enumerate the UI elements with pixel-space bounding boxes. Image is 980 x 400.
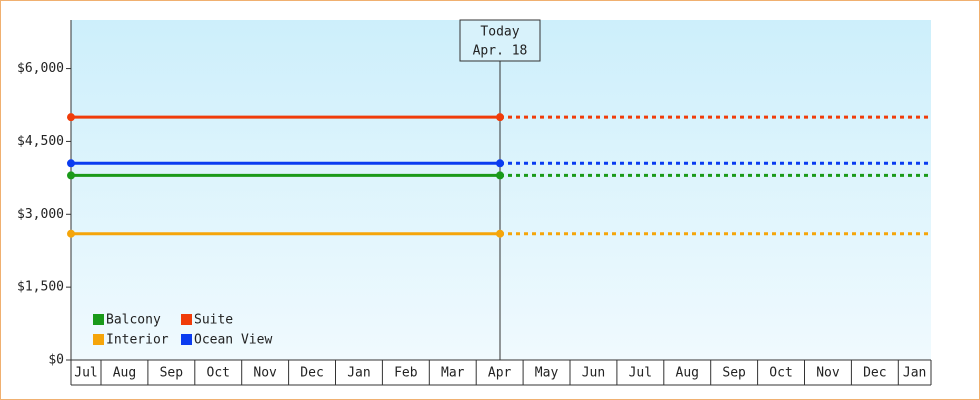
today-label: Today: [480, 25, 519, 40]
y-tick-label: $0: [48, 353, 64, 368]
x-tick-label: Dec: [863, 366, 886, 381]
x-tick-label: Oct: [769, 366, 792, 381]
x-tick-label: Apr: [488, 366, 512, 381]
legend-label: Balcony: [106, 313, 161, 328]
series-point: [67, 159, 75, 168]
series-point: [67, 229, 75, 238]
x-tick-label: Jul: [74, 366, 97, 381]
legend-label: Suite: [194, 313, 233, 328]
series-point: [496, 113, 504, 122]
y-tick-label: $6,000: [17, 61, 64, 76]
x-tick-label: Feb: [394, 366, 418, 381]
x-tick-label: Mar: [441, 366, 465, 381]
y-tick-label: $4,500: [17, 134, 64, 149]
today-label: Apr. 18: [473, 44, 528, 59]
x-tick-label: Aug: [113, 366, 136, 381]
x-tick-label: Jan: [903, 366, 926, 381]
legend-swatch: [181, 334, 192, 345]
x-tick-label: Sep: [160, 366, 184, 381]
y-tick-label: $3,000: [17, 207, 64, 222]
plot-area: [71, 20, 931, 360]
series-point: [67, 171, 75, 180]
series-point: [496, 171, 504, 180]
legend-label: Ocean View: [194, 333, 272, 348]
x-tick-label: Nov: [816, 366, 840, 381]
x-tick-label: Dec: [300, 366, 323, 381]
today-box: [459, 19, 541, 62]
legend-swatch: [93, 334, 104, 345]
x-tick-label: Oct: [207, 366, 230, 381]
legend-label: Interior: [106, 333, 169, 348]
x-tick-label: Nov: [253, 366, 277, 381]
x-tick-label: Aug: [676, 366, 699, 381]
x-tick-label: Jul: [629, 366, 652, 381]
legend-swatch: [181, 314, 192, 325]
y-tick-label: $1,500: [17, 280, 64, 295]
series-point: [496, 229, 504, 238]
x-tick-label: May: [535, 366, 559, 381]
x-tick-label: Jan: [347, 366, 370, 381]
x-tick-label: Sep: [722, 366, 746, 381]
series-point: [67, 113, 75, 122]
x-tick-label: Jun: [582, 366, 605, 381]
series-point: [496, 159, 504, 168]
legend-swatch: [93, 314, 104, 325]
